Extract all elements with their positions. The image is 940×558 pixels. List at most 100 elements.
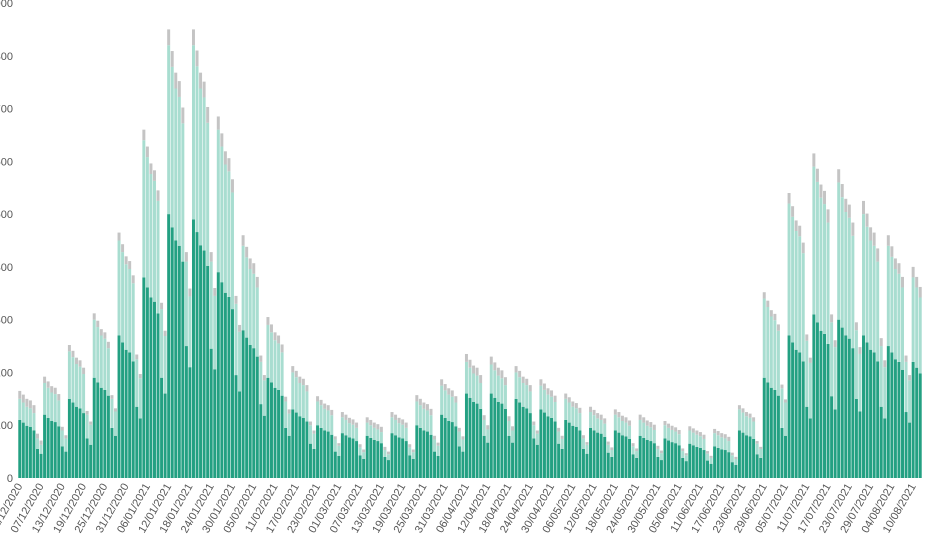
bar-segment [475,367,479,376]
bar-segment [862,200,865,215]
bar-segment [886,245,890,347]
bar-segment [277,389,281,478]
bar-segment [560,435,564,439]
bar-segment [869,240,873,350]
bar-segment [642,417,646,423]
bar-segment [496,402,500,478]
bar-segment [812,166,816,315]
bar-segment [280,352,284,396]
bar-segment [620,435,624,478]
bar-segment [358,447,362,456]
bar-segment [769,310,773,317]
bar-segment [727,441,731,453]
bar-segment [691,428,695,433]
bar-segment [280,395,284,478]
bar-segment [71,357,75,403]
bar-segment [78,360,82,367]
bar-segment [723,450,727,478]
bar-segment [784,399,788,403]
bar-segment [223,151,227,165]
bar-segment [390,433,394,478]
bar-segment [135,406,139,478]
bar-segment [397,423,401,438]
bar-segment [418,405,422,428]
bar-segment [160,377,164,478]
bar-segment [191,219,195,478]
bar-segment [394,435,398,478]
bar-segment [245,257,249,338]
bar-segment [741,432,745,478]
bar-segment [252,348,256,478]
bar-segment [542,383,546,390]
bar-segment [103,389,107,478]
bar-segment [521,383,525,407]
bar-segment [312,433,316,449]
bar-segment [440,379,444,386]
bar-segment [234,303,238,376]
bar-segment [830,396,834,478]
bar-segment [110,398,114,428]
bar-segment [840,327,844,478]
bar-segment [404,427,408,442]
bar-segment [457,446,461,478]
bar-segment [21,394,25,403]
bar-segment [464,353,468,362]
bar-segment [663,421,667,426]
bar-segment [96,327,100,383]
bar-segment [787,193,791,204]
bar-segment [199,72,203,89]
bar-segment [227,158,231,172]
bar-segment [255,356,259,478]
bar-segment [461,436,465,440]
bar-segment [776,330,780,396]
bar-segment [362,452,366,459]
bar-segment [401,438,405,478]
bar-segment [294,377,298,413]
bar-segment [801,361,805,478]
bar-segment [18,390,22,399]
bar-segment [71,402,75,478]
bar-segment [188,367,192,478]
bar-segment [503,408,507,478]
bar-segment [344,414,348,420]
bar-segment [447,421,451,478]
bar-segment [114,408,117,412]
bar-segment [312,430,316,434]
bar-segment [709,455,713,458]
bar-segment [883,360,887,368]
bar-segment [539,379,543,386]
bar-segment [872,245,876,353]
bar-segment [379,432,383,444]
bar-segment [298,376,302,383]
bar-segment [156,200,160,314]
bar-segment [720,433,724,438]
bar-segment [135,354,139,360]
bar-segment [110,395,114,399]
bar-segment [681,448,685,452]
bar-segment [21,402,25,423]
bar-segment [581,438,585,449]
bar-segment [386,451,390,455]
bar-segment [316,425,320,478]
bar-segment [886,235,890,246]
bar-segment [209,348,213,478]
bar-segment [252,263,256,274]
bar-segment [404,441,408,478]
bar-segment [209,252,213,262]
bar-segment [482,415,486,420]
bar-segment [142,277,146,478]
bar-segment [535,430,539,434]
bar-segment [798,352,802,478]
bar-segment [238,391,242,478]
bar-segment [287,435,291,478]
bar-segment [355,427,359,442]
bar-segment [160,302,164,310]
bar-segment [581,435,585,439]
bar-segment [730,462,734,478]
bar-segment [688,430,692,444]
bar-segment [266,324,270,378]
bar-segment [833,340,837,348]
bar-segment [181,261,185,478]
bar-segment [826,222,830,344]
bar-segment [574,426,578,478]
